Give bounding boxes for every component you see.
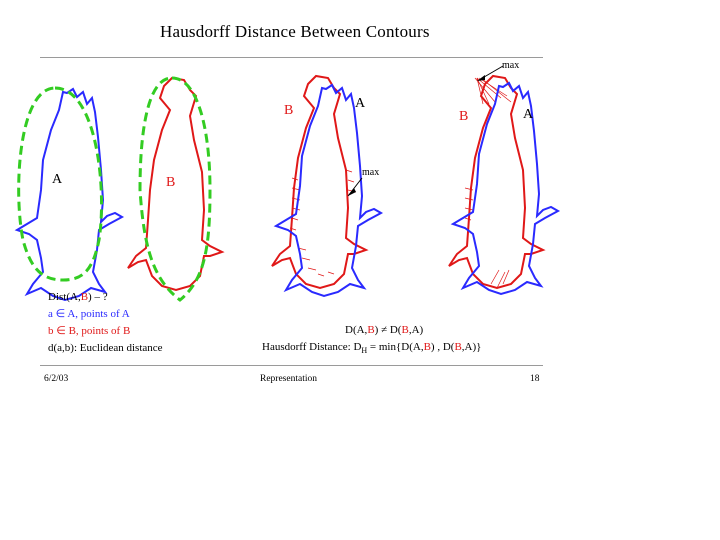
dist-question-end: ) – ? (88, 291, 108, 303)
label-a-fig1: A (52, 172, 63, 187)
dist-question-b: B (80, 291, 89, 303)
figure-4-overlay (448, 65, 559, 295)
hausdorff-formula: Hausdorff Distance: DH = min{D(A,B) , D(… (262, 340, 481, 358)
label-max-fig4: max (502, 60, 520, 71)
hd-subscript: H (361, 346, 368, 356)
neq-part-1: D(A, (345, 324, 368, 336)
footer-rule (40, 365, 543, 366)
figure-1-contour-a (16, 86, 123, 301)
footer-date: 6/2/03 (44, 374, 69, 384)
figure-2-hull (138, 76, 212, 302)
points-of-b: b ∈ B, points of B (48, 325, 131, 337)
hd-b1: B (423, 341, 431, 353)
hd-mid: = min{D(A, (367, 341, 424, 353)
figure-3-overlay (271, 75, 382, 297)
neq-part-5: ,A) (408, 324, 424, 336)
label-max-fig3: max (362, 167, 380, 178)
neq-part-2: B (367, 324, 375, 336)
neq-part-3: ) ≠ D( (374, 324, 402, 336)
label-b-fig2: B (166, 175, 176, 190)
figure-2-contour-b (127, 76, 223, 302)
figure-1-hull (17, 86, 104, 282)
points-of-a: a ∈ A, points of A (48, 308, 130, 320)
label-a-fig4: A (523, 107, 534, 122)
hd-b2: B (454, 341, 462, 353)
title-rule (40, 57, 543, 58)
footer-page: 18 (530, 374, 540, 384)
hd-mid2: ) , D( (430, 341, 455, 353)
hd-end: ,A)} (461, 341, 482, 353)
neq-part-4: B (401, 324, 409, 336)
asymmetry-statement: D(A,B) ≠ D(B,A) (345, 323, 423, 337)
hd-prefix: Hausdorff Distance: D (262, 341, 362, 353)
footer-title: Representation (260, 374, 317, 384)
euclidean-distance: d(a,b): Euclidean distance (48, 342, 163, 354)
label-a-fig3: A (355, 96, 366, 111)
dist-question: Dist(A,B) – ? (48, 290, 108, 304)
label-b-fig4: B (459, 109, 469, 124)
slide-title: Hausdorff Distance Between Contours (160, 22, 430, 41)
dist-question-a: Dist(A, (48, 291, 81, 303)
label-b-fig3: B (284, 103, 294, 118)
